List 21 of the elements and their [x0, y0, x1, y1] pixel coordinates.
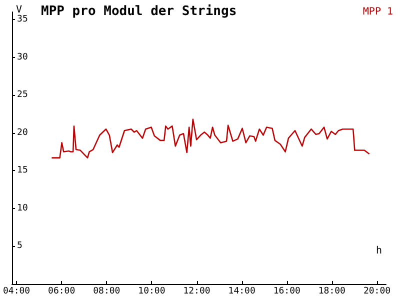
y-axis-title: V [16, 4, 22, 16]
chart-title: MPP pro Modul der Strings [41, 4, 237, 19]
y-tick-label: 25 [17, 90, 28, 100]
x-tick-label: 06:00 [48, 286, 76, 296]
y-tick-label: 15 [17, 166, 28, 176]
x-tick-label: 18:00 [318, 286, 346, 296]
x-tick-label: 12:00 [183, 286, 210, 296]
text: MPP 1 [362, 6, 394, 18]
x-tick-label: 10:00 [138, 286, 166, 296]
x-axis-title: h [376, 246, 382, 256]
y-tick-label: 30 [17, 52, 28, 62]
line-series [51, 118, 370, 158]
y-tick-label: 20 [17, 128, 28, 138]
x-tick-label: 08:00 [93, 286, 120, 296]
y-tick-label: 35 [17, 14, 28, 25]
x-tick-label: 16:00 [273, 286, 300, 296]
y-tick-label: 5 [17, 241, 22, 252]
x-tick-label: 14:00 [228, 286, 256, 296]
y-tick-label: 10 [17, 203, 28, 214]
x-tick-label: 04:00 [3, 286, 30, 296]
x-tick-label: 20:00 [363, 286, 391, 296]
